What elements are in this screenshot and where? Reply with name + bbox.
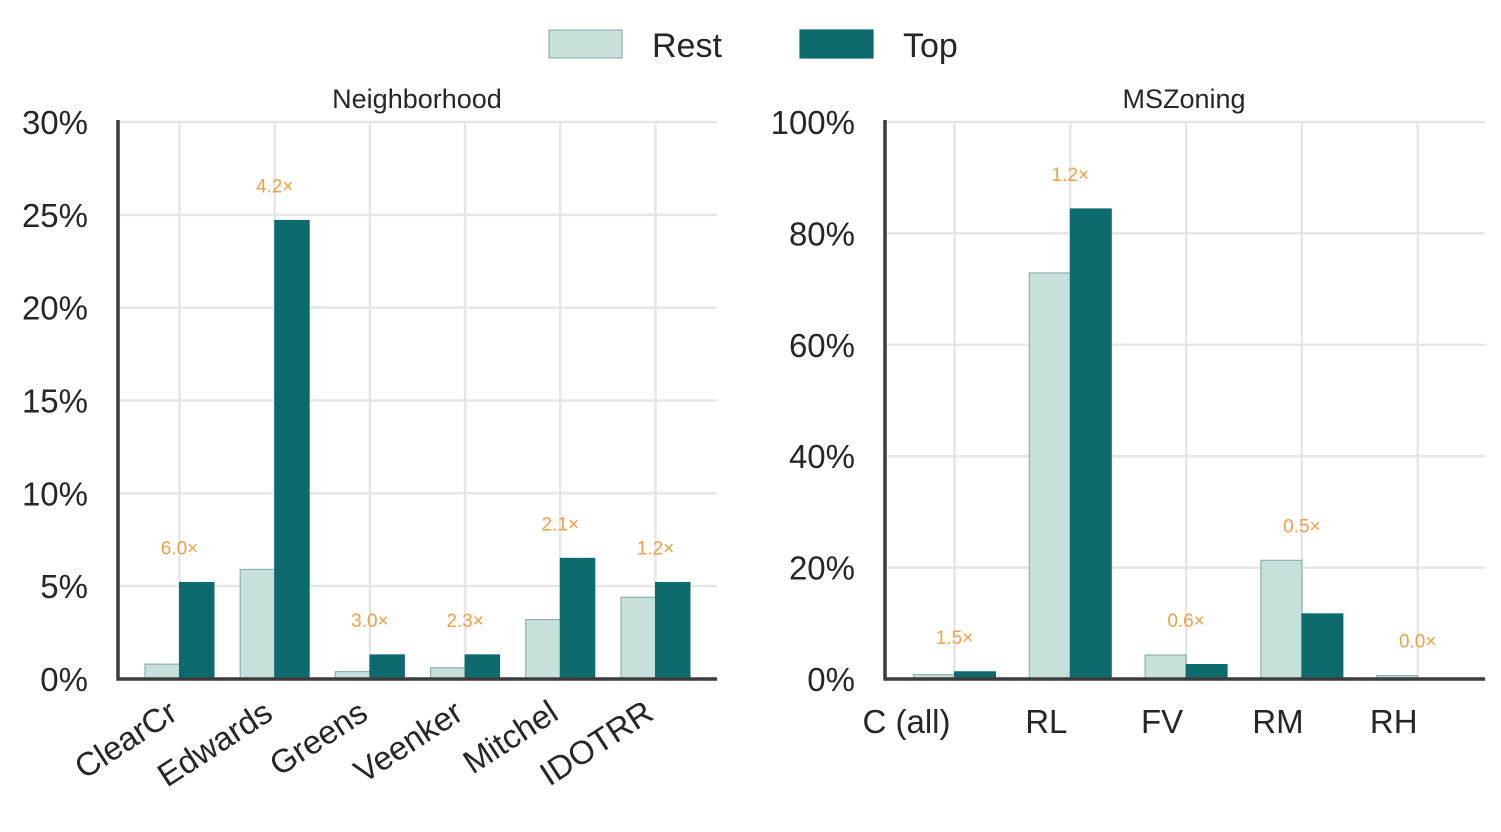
ratio-annotation: 6.0× — [161, 538, 199, 559]
ratio-annotation: 0.5× — [1283, 516, 1321, 537]
x-tick-label: C (all) — [863, 703, 951, 740]
bar-top-fv — [1185, 664, 1228, 680]
ratio-annotation: 2.1× — [542, 514, 580, 535]
bar-top-mitchel — [559, 557, 596, 680]
x-tick-label: RM — [1252, 703, 1303, 740]
chart-panel-mszoning: 0% 20% 40% 60% 80% 100% 1.5× C (all) 1.2× RL 0.6× F… — [771, 84, 1485, 740]
ratio-annotation: 4.2× — [256, 176, 294, 197]
bar-top-greens — [369, 654, 405, 680]
ratio-annotation: 3.0× — [351, 611, 389, 632]
y-tick-label: 40% — [789, 438, 855, 475]
y-tick-label: 100% — [771, 104, 855, 141]
y-tick-label: 20% — [789, 550, 855, 587]
bar-rest-rl — [1028, 272, 1071, 680]
y-tick-label: 30% — [22, 104, 88, 141]
y-tick-label: 20% — [22, 290, 88, 327]
x-tick-label: RH — [1370, 703, 1418, 740]
chart-panel-neighborhood: 0%5%10%15%20%25%30%6.0×ClearCr4.2×Edward… — [22, 84, 717, 794]
bar-top-rm — [1301, 613, 1344, 680]
bar-rest-mitchel — [525, 618, 561, 680]
y-tick-label: 10% — [22, 475, 88, 512]
y-tick-label: 60% — [789, 327, 855, 364]
legend-swatch-rest — [548, 29, 623, 59]
bar-rest-clearcr — [144, 663, 181, 680]
x-tick-label: Veenker — [347, 693, 469, 790]
legend-label-rest: Rest — [652, 27, 722, 65]
bar-rest-fv — [1144, 654, 1187, 680]
bar-top-idotrr — [655, 581, 691, 680]
y-tick-label: 80% — [789, 215, 855, 252]
bar-top-clearcr — [179, 581, 215, 680]
ratio-annotation: 1.5× — [936, 628, 974, 649]
y-tick-label: 5% — [40, 568, 88, 605]
y-tick-label: 0% — [40, 661, 88, 698]
x-tick-label: FV — [1141, 703, 1183, 740]
legend-label-top: Top — [903, 27, 958, 65]
y-tick-label: 0% — [807, 661, 855, 698]
ratio-annotation: 1.2× — [1052, 165, 1090, 186]
bar-top-edwards — [274, 219, 310, 680]
bar-rest-idotrr — [620, 596, 657, 680]
bar-rest-rm — [1260, 559, 1303, 680]
bar-top-veenker — [464, 654, 501, 680]
y-tick-label: 15% — [22, 383, 88, 420]
ratio-annotation: 2.3× — [446, 611, 484, 632]
panel-title: Neighborhood — [332, 84, 502, 114]
bar-top-rl — [1069, 208, 1112, 680]
ratio-annotation: 0.6× — [1167, 611, 1205, 632]
legend-swatch-top — [799, 29, 874, 59]
bar-rest-edwards — [239, 568, 276, 680]
ratio-annotation: 0.0× — [1399, 632, 1437, 653]
x-tick-label: RL — [1025, 703, 1067, 740]
panel-title: MSZoning — [1122, 84, 1245, 114]
ratio-annotation: 1.2× — [637, 538, 675, 559]
y-tick-label: 25% — [22, 197, 88, 234]
legend: Rest Top — [548, 27, 958, 65]
